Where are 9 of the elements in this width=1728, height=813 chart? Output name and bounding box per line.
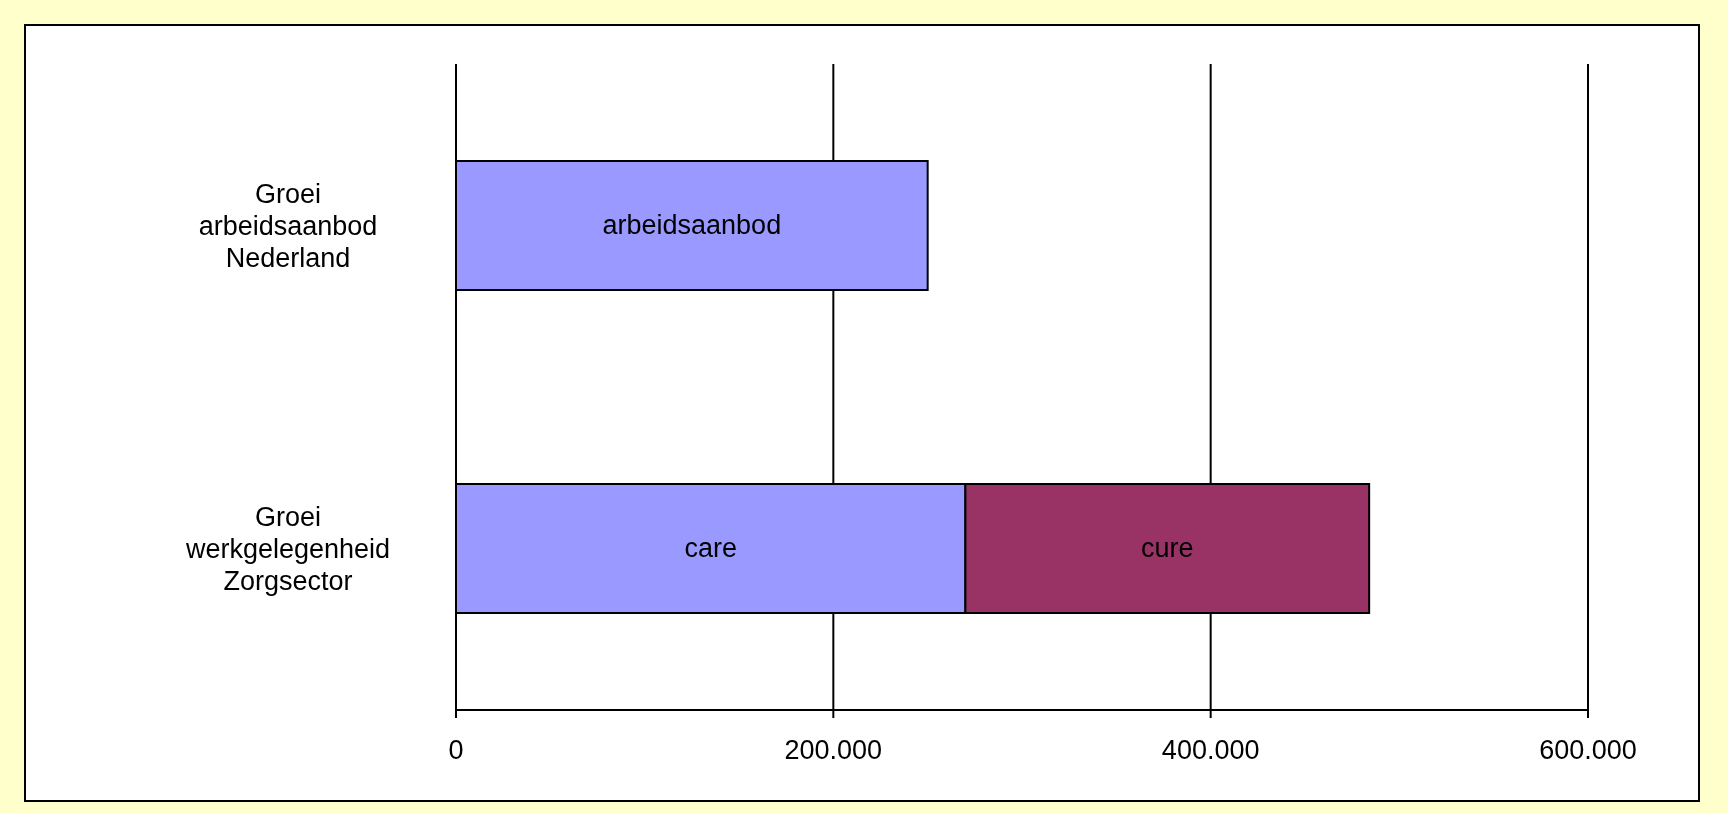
x-tick-label: 400.000 bbox=[1161, 735, 1260, 766]
y-tick-label: Groei arbeidsaanbod Nederland bbox=[198, 178, 378, 273]
y-tick-label: Groei werkgelegenheid Zorgsector bbox=[184, 501, 391, 596]
series-label: care bbox=[684, 533, 737, 564]
series-label: cure bbox=[1141, 533, 1194, 564]
x-tick-label: 0 bbox=[448, 735, 464, 766]
x-tick-label: 600.000 bbox=[1539, 735, 1637, 766]
x-tick-label: 200.000 bbox=[784, 735, 883, 766]
series-label: arbeidsaanbod bbox=[602, 210, 782, 241]
